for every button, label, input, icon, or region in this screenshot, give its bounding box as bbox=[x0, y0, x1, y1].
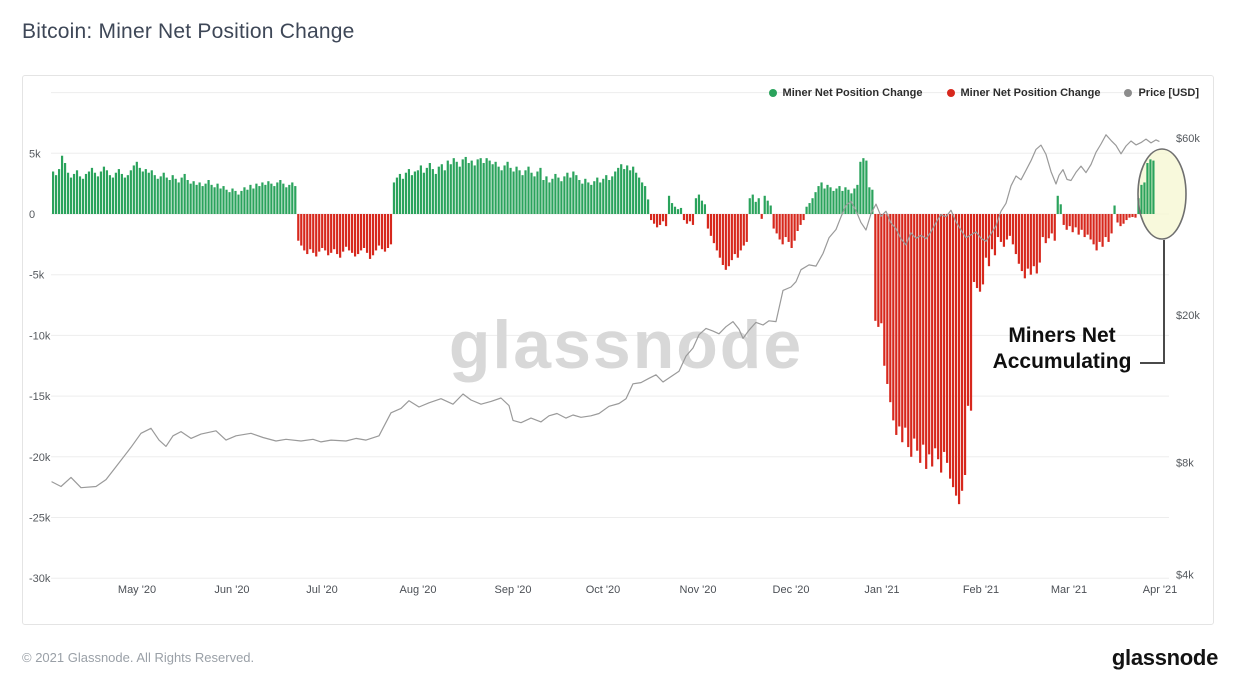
legend-item-price-usd[interactable]: Price [USD] bbox=[1124, 87, 1199, 99]
svg-text:Dec '20: Dec '20 bbox=[773, 584, 810, 596]
price-line bbox=[51, 134, 1160, 489]
page-title: Bitcoin: Miner Net Position Change bbox=[22, 20, 355, 43]
annotation-connector-line bbox=[1140, 240, 1165, 364]
svg-text:$4k: $4k bbox=[1176, 569, 1194, 581]
svg-text:Jun '20: Jun '20 bbox=[214, 584, 249, 596]
svg-text:Aug '20: Aug '20 bbox=[400, 584, 437, 596]
svg-text:-15k: -15k bbox=[29, 391, 51, 403]
svg-text:5k: 5k bbox=[29, 148, 41, 160]
axis-labels: 5k 0 -5k -10k -15k -20k -25k -30k $60k $20k $8k $4k… bbox=[29, 133, 1200, 596]
svg-text:$8k: $8k bbox=[1176, 458, 1194, 470]
legend-dot-red-icon bbox=[946, 89, 955, 97]
chart-canvas[interactable]: glassnode Miners Net Accumulating 5k 0 -5k… bbox=[23, 76, 1213, 624]
highlight-ellipse-outline bbox=[1137, 148, 1187, 240]
chart-legend: Miner Net Position Change Miner Net Posi… bbox=[768, 87, 1199, 99]
svg-text:Oct '20: Oct '20 bbox=[586, 584, 621, 596]
legend-label: Miner Net Position Change bbox=[960, 87, 1101, 99]
gridlines bbox=[51, 92, 1169, 579]
legend-label: Price [USD] bbox=[1138, 87, 1199, 99]
annotation-line2: Accumulating bbox=[993, 350, 1132, 373]
svg-text:-20k: -20k bbox=[29, 452, 51, 464]
svg-text:Nov '20: Nov '20 bbox=[680, 584, 717, 596]
annotation-line1: Miners Net bbox=[1008, 324, 1115, 347]
chart-card: Miner Net Position Change Miner Net Posi… bbox=[22, 75, 1214, 625]
svg-text:$60k: $60k bbox=[1176, 133, 1200, 145]
svg-text:May '20: May '20 bbox=[118, 584, 156, 596]
bar-series bbox=[52, 155, 1155, 505]
svg-text:Mar '21: Mar '21 bbox=[1051, 584, 1087, 596]
svg-text:-30k: -30k bbox=[29, 573, 51, 585]
legend-dot-gray-icon bbox=[1124, 89, 1133, 97]
glassnode-logo[interactable]: glassnode bbox=[1111, 645, 1218, 670]
svg-text:0: 0 bbox=[29, 209, 35, 221]
legend-item-miner-net-negative[interactable]: Miner Net Position Change bbox=[946, 87, 1101, 99]
svg-text:$20k: $20k bbox=[1176, 310, 1200, 322]
legend-dot-green-icon bbox=[768, 89, 777, 97]
svg-text:Jul '20: Jul '20 bbox=[306, 584, 337, 596]
legend-item-miner-net-positive[interactable]: Miner Net Position Change bbox=[768, 87, 923, 99]
svg-text:Apr '21: Apr '21 bbox=[1143, 584, 1178, 596]
svg-text:-25k: -25k bbox=[29, 513, 51, 525]
footer-copyright: © 2021 Glassnode. All Rights Reserved. bbox=[22, 650, 255, 665]
svg-text:Sep '20: Sep '20 bbox=[495, 584, 532, 596]
legend-label: Miner Net Position Change bbox=[782, 87, 923, 99]
svg-text:-10k: -10k bbox=[29, 330, 51, 342]
svg-text:-5k: -5k bbox=[29, 270, 45, 282]
svg-text:Jan '21: Jan '21 bbox=[864, 584, 899, 596]
glassnode-watermark: glassnode bbox=[449, 307, 803, 383]
svg-text:Feb '21: Feb '21 bbox=[963, 584, 999, 596]
